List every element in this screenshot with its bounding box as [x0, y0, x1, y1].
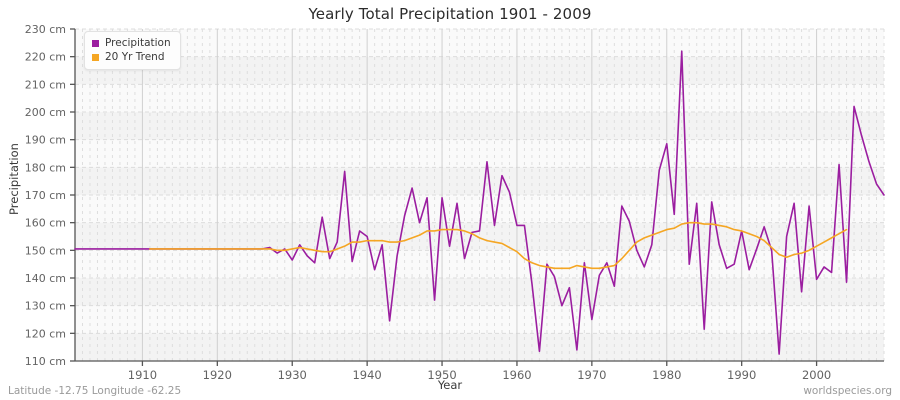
svg-text:210 cm: 210 cm — [25, 78, 66, 91]
chart-title: Yearly Total Precipitation 1901 - 2009 — [308, 5, 592, 23]
svg-text:180 cm: 180 cm — [25, 161, 66, 174]
data-series — [74, 50, 885, 355]
svg-text:200 cm: 200 cm — [25, 106, 66, 119]
svg-text:220 cm: 220 cm — [25, 51, 66, 64]
svg-text:1990: 1990 — [727, 368, 756, 382]
legend-label-precipitation: Precipitation — [105, 37, 171, 49]
svg-text:1930: 1930 — [278, 368, 307, 382]
svg-text:1960: 1960 — [502, 368, 531, 382]
svg-text:170 cm: 170 cm — [25, 189, 66, 202]
svg-text:1950: 1950 — [427, 368, 456, 382]
attribution-label: worldspecies.org — [803, 385, 892, 397]
svg-text:1940: 1940 — [352, 368, 381, 382]
chart-legend: Precipitation 20 Yr Trend — [84, 31, 181, 70]
svg-text:130 cm: 130 cm — [25, 300, 66, 313]
x-axis-title: Year — [437, 378, 463, 392]
svg-text:150 cm: 150 cm — [25, 244, 66, 257]
svg-text:2000: 2000 — [802, 368, 831, 382]
legend-item-precipitation[interactable]: Precipitation — [92, 36, 171, 50]
legend-label-trend: 20 Yr Trend — [105, 51, 165, 63]
svg-text:1980: 1980 — [652, 368, 681, 382]
legend-swatch-trend — [92, 53, 99, 61]
svg-text:140 cm: 140 cm — [25, 272, 66, 285]
legend-swatch-precipitation — [92, 39, 99, 47]
legend-item-trend[interactable]: 20 Yr Trend — [92, 50, 171, 64]
coordinates-label: Latitude -12.75 Longitude -62.25 — [8, 385, 182, 397]
svg-text:120 cm: 120 cm — [25, 327, 66, 340]
svg-text:1920: 1920 — [203, 368, 232, 382]
svg-text:230 cm: 230 cm — [25, 23, 66, 36]
svg-text:160 cm: 160 cm — [25, 217, 66, 230]
y-axis-ticks: 230 cm 220 cm 210 cm 200 cm 190 cm 180 cm 170 … — [25, 23, 75, 368]
svg-text:1970: 1970 — [577, 368, 606, 382]
svg-text:190 cm: 190 cm — [25, 134, 66, 147]
svg-text:110 cm: 110 cm — [25, 355, 66, 368]
svg-text:1910: 1910 — [128, 368, 157, 382]
x-axis-ticks: 1910 1920 1930 1940 1950 1960 1970 1980 1990 2000 — [128, 361, 831, 382]
